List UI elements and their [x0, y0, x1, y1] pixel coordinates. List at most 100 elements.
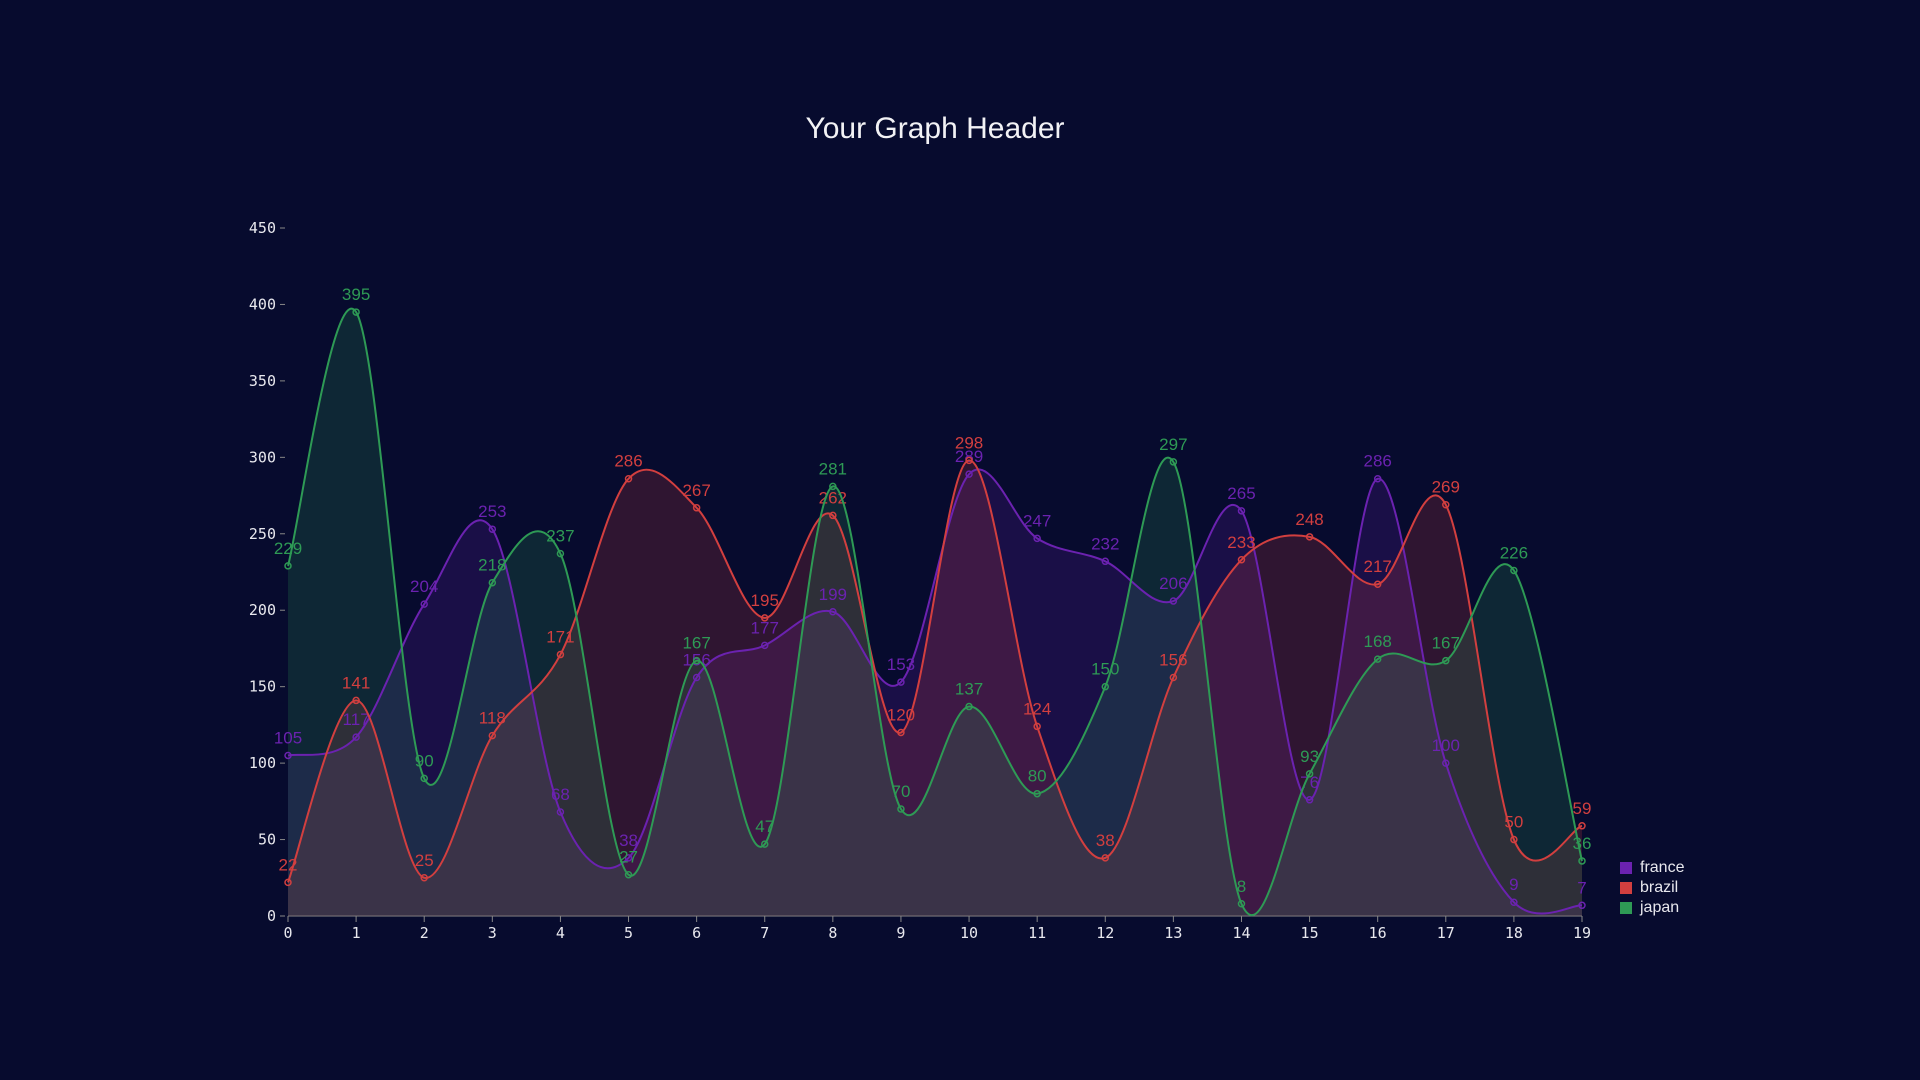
data-label-japan: 80 [1028, 767, 1047, 786]
y-tick-label: 250 [249, 525, 276, 543]
data-label-brazil: 233 [1227, 533, 1255, 552]
point-brazil [1169, 673, 1178, 682]
data-label-france: 206 [1159, 574, 1187, 593]
legend-label: france [1640, 859, 1685, 876]
point-brazil [965, 456, 973, 465]
x-tick-label: 17 [1437, 924, 1455, 942]
point-france [1101, 557, 1110, 566]
point-france [897, 678, 905, 686]
point-france [488, 525, 497, 533]
data-label-france: 7 [1577, 878, 1586, 897]
data-label-brazil: 156 [1159, 650, 1187, 669]
legend-swatch [1620, 882, 1632, 894]
point-france [1169, 597, 1178, 605]
point-japan [692, 656, 701, 665]
data-label-france: 177 [751, 618, 779, 637]
point-japan [1169, 458, 1178, 466]
point-france [556, 808, 565, 816]
x-tick-label: 18 [1505, 924, 1523, 942]
point-brazil [1442, 500, 1450, 509]
point-brazil [692, 504, 701, 512]
point-france [1578, 901, 1586, 910]
legend-label: brazil [1640, 879, 1679, 896]
point-japan [760, 840, 769, 848]
point-japan [897, 805, 905, 813]
data-label-france: 117 [343, 710, 370, 729]
point-france [1373, 474, 1382, 483]
point-france [1033, 534, 1041, 543]
data-label-brazil: 267 [682, 481, 710, 500]
point-brazil [1510, 835, 1518, 844]
data-label-brazil: 25 [415, 851, 434, 870]
data-label-brazil: 217 [1363, 557, 1391, 576]
point-france [624, 854, 633, 862]
legend-item-france[interactable]: france [1620, 858, 1684, 878]
chart-title: Your Graph Header [805, 112, 1065, 145]
data-label-france: 247 [1023, 511, 1051, 530]
point-france [1442, 759, 1450, 767]
data-label-japan: 137 [955, 680, 983, 699]
legend-item-brazil[interactable]: brazil [1620, 878, 1684, 898]
data-label-japan: 297 [1159, 435, 1187, 454]
data-label-france: 204 [410, 577, 438, 596]
data-label-japan: 395 [342, 285, 370, 304]
point-brazil [1578, 822, 1586, 830]
data-label-japan: 167 [1432, 634, 1460, 653]
point-france [692, 673, 701, 682]
point-japan [352, 308, 360, 316]
legend: france brazil japan [1620, 858, 1684, 918]
point-brazil [352, 696, 360, 705]
point-brazil [1237, 556, 1246, 564]
x-tick-label: 5 [624, 924, 633, 942]
point-japan [1101, 682, 1110, 691]
data-label-france: 105 [274, 728, 302, 747]
point-japan [420, 774, 428, 783]
data-label-japan: 47 [755, 817, 774, 836]
point-japan [1305, 770, 1314, 778]
data-label-japan: 167 [682, 634, 710, 653]
point-france [1305, 796, 1314, 804]
y-tick-label: 0 [267, 907, 276, 925]
data-label-brazil: 50 [1504, 813, 1523, 832]
data-label-brazil: 141 [342, 673, 370, 692]
data-label-brazil: 118 [479, 709, 506, 728]
point-france [1510, 898, 1518, 906]
point-japan [829, 482, 837, 491]
point-brazil [897, 728, 905, 737]
data-label-brazil: 269 [1432, 478, 1460, 497]
x-tick-label: 15 [1301, 924, 1319, 942]
x-tick-label: 6 [692, 924, 701, 942]
point-japan [1237, 900, 1246, 908]
point-france [829, 608, 837, 616]
point-brazil [556, 650, 565, 659]
x-tick-label: 11 [1028, 924, 1046, 942]
data-label-japan: 93 [1300, 747, 1319, 766]
line-japan [287, 307, 1583, 916]
data-label-japan: 229 [274, 539, 302, 558]
data-label-japan: 237 [546, 527, 574, 546]
x-tick-label: 10 [960, 924, 978, 942]
data-label-brazil: 195 [751, 591, 779, 610]
point-japan [284, 562, 292, 570]
x-tick-label: 2 [420, 924, 429, 942]
y-tick-label: 50 [258, 831, 276, 849]
data-label-brazil: 248 [1295, 510, 1323, 529]
legend-item-japan[interactable]: japan [1620, 898, 1684, 918]
point-japan [1373, 655, 1382, 663]
y-tick-label: 400 [249, 295, 276, 313]
data-label-brazil: 298 [955, 433, 983, 452]
point-japan [556, 549, 565, 558]
data-label-france: 100 [1432, 736, 1460, 755]
data-label-france: 253 [478, 502, 506, 521]
data-label-brazil: 171 [546, 628, 574, 647]
line-brazil [287, 459, 1583, 883]
point-france [760, 641, 769, 650]
y-tick-label: 450 [249, 219, 276, 237]
data-label-france: 68 [551, 785, 570, 804]
data-label-france: 286 [1363, 452, 1391, 471]
data-label-japan: 218 [478, 556, 506, 575]
data-label-france: 232 [1091, 534, 1119, 553]
point-brazil [1033, 722, 1041, 731]
data-label-brazil: 120 [887, 706, 915, 725]
